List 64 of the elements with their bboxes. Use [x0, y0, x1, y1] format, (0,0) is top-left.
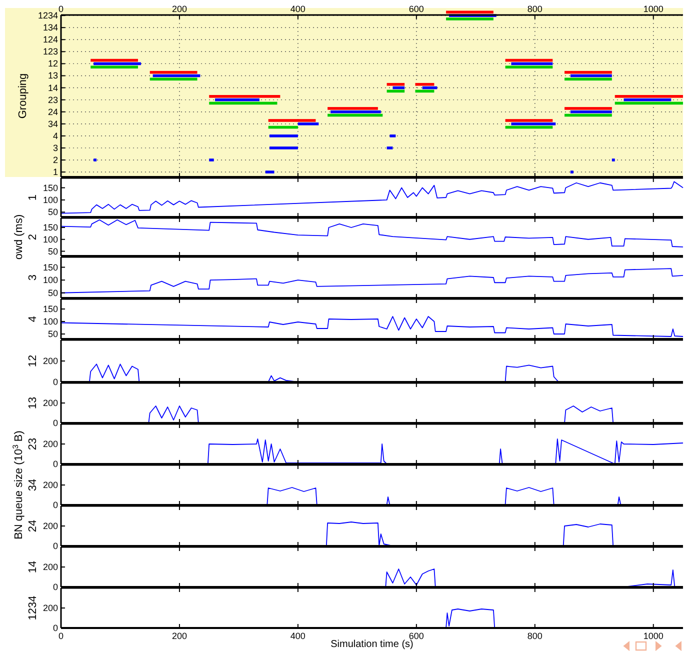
- y-tick-label: 0: [52, 418, 58, 428]
- y-tick-label: 0: [52, 541, 58, 551]
- y-tick-label: 13: [48, 70, 58, 81]
- y-axis-title: 2: [27, 234, 39, 240]
- y-tick-label: 200: [42, 521, 58, 531]
- y-tick-label: 0: [52, 459, 58, 469]
- y-tick-label: 2: [52, 154, 58, 165]
- x-tick-label: 800: [527, 631, 542, 641]
- x-tick-label: 200: [172, 4, 187, 14]
- y-tick-label: 0: [52, 623, 58, 633]
- y-tick-label: 200: [42, 356, 58, 366]
- y-tick-label: 50: [48, 288, 58, 298]
- y-tick-label: 200: [42, 480, 58, 490]
- y-axis-title: 34: [27, 478, 39, 492]
- x-tick-label: 400: [290, 4, 306, 14]
- y-tick-label: 24: [48, 106, 58, 117]
- y-tick-label: 100: [42, 234, 58, 244]
- x-axis-title: Simulation time (s): [330, 639, 414, 650]
- y-tick-label: 124: [42, 34, 58, 45]
- y-axis-title: 1: [27, 194, 39, 201]
- y-axis-title: Grouping: [17, 73, 29, 119]
- y-tick-label: 0: [52, 377, 58, 387]
- y-tick-label: 0: [52, 500, 58, 510]
- y-axis-title: 24: [27, 520, 39, 532]
- y-tick-label: 100: [42, 316, 58, 326]
- y-tick-label: 150: [42, 262, 58, 272]
- y-tick-label: 200: [42, 603, 58, 613]
- y-tick-label: 100: [42, 275, 58, 286]
- y-tick-label: 150: [42, 182, 58, 193]
- y-tick-label: 50: [48, 207, 58, 218]
- y-axis-title: 4: [27, 316, 39, 322]
- x-tick-label: 400: [290, 631, 306, 641]
- y-tick-label: 34: [48, 118, 58, 129]
- x-tick-label: 1000: [643, 4, 664, 14]
- y-tick-label: 23: [48, 94, 58, 105]
- y-tick-label: 134: [42, 22, 58, 33]
- y-axis-title: 12: [27, 354, 39, 368]
- y-tick-label: 4: [52, 130, 58, 141]
- y-tick-label: 12: [48, 58, 58, 69]
- y-tick-label: 200: [42, 439, 58, 449]
- x-tick-label: 600: [408, 631, 424, 641]
- y-tick-label: 123: [42, 46, 58, 57]
- y-axis-title: 13: [27, 396, 39, 410]
- y-tick-label: 150: [42, 222, 58, 232]
- y-axis-title: 14: [27, 560, 39, 574]
- y-tick-label: 150: [42, 304, 58, 314]
- y-axis-title: 1234: [27, 596, 39, 620]
- text: owd (ms): [13, 214, 25, 260]
- y-tick-label: 50: [48, 329, 58, 339]
- y-tick-label: 50: [48, 246, 58, 256]
- y-tick-label: 1234: [38, 10, 58, 21]
- y-tick-label: 200: [42, 398, 58, 408]
- x-tick-label: 600: [408, 4, 424, 14]
- y-axis-title: 23: [27, 438, 39, 450]
- y-tick-label: 200: [42, 562, 58, 572]
- y-axis-title: 3: [27, 274, 39, 281]
- x-tick-label: 800: [527, 4, 542, 14]
- y-tick-label: 100: [42, 194, 58, 205]
- x-tick-label: 200: [172, 631, 187, 641]
- y-tick-label: 3: [52, 142, 58, 153]
- y-tick-label: 1: [52, 167, 58, 178]
- y-tick-label: 14: [48, 82, 58, 93]
- y-tick-label: 0: [52, 582, 58, 592]
- x-tick-label: 1000: [643, 631, 664, 641]
